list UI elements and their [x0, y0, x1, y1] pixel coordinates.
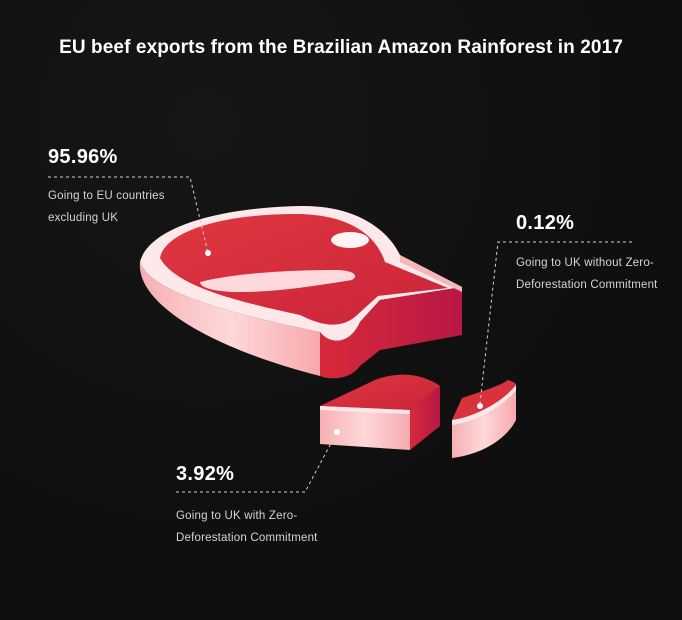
data-point-uk-without: [477, 403, 483, 409]
large-steak-highlight: [331, 232, 369, 248]
slice-small-piece: [452, 380, 517, 458]
leader-line-eu: [48, 176, 209, 254]
large-steak-fat-vein: [200, 270, 356, 292]
data-label-value: 95.96%: [48, 146, 118, 168]
slice-middle-piece: [320, 374, 440, 450]
slice-large-steak: [139, 205, 462, 379]
data-point-uk-with: [334, 429, 340, 435]
data-label-value: 0.12%: [516, 212, 575, 234]
large-steak-meat-side: [320, 287, 462, 379]
large-steak-fat-side: [139, 262, 320, 376]
small-piece-rim: [452, 385, 516, 425]
annotation-uk-without-commitment: 0.12% Going to UK without Zero-Deforesta…: [516, 213, 666, 296]
middle-piece-fat-front: [320, 406, 410, 450]
data-label-description: Going to UK with Zero-Deforestation Comm…: [176, 510, 318, 544]
large-steak-meat-top: [160, 214, 448, 325]
annotation-eu-excluding-uk: 95.96% Going to EU countries excluding U…: [48, 147, 198, 229]
data-label-description: Going to EU countries excluding UK: [48, 190, 165, 224]
chart-title: EU beef exports from the Brazilian Amazo…: [59, 37, 623, 58]
data-label-value: 3.92%: [176, 463, 235, 485]
leader-line-uk-with: [176, 431, 338, 493]
middle-piece-rim: [320, 406, 410, 414]
middle-piece-meat-top: [320, 374, 440, 410]
small-piece-meat-top: [452, 380, 517, 420]
large-steak-notch-face: [400, 255, 462, 292]
leader-line-uk-without: [479, 241, 632, 404]
data-point-eu: [205, 250, 211, 256]
annotation-uk-with-commitment: 3.92% Going to UK with Zero-Deforestatio…: [176, 464, 326, 549]
data-label-description: Going to UK without Zero-Deforestation C…: [516, 257, 658, 291]
middle-piece-meat-side: [410, 386, 440, 450]
